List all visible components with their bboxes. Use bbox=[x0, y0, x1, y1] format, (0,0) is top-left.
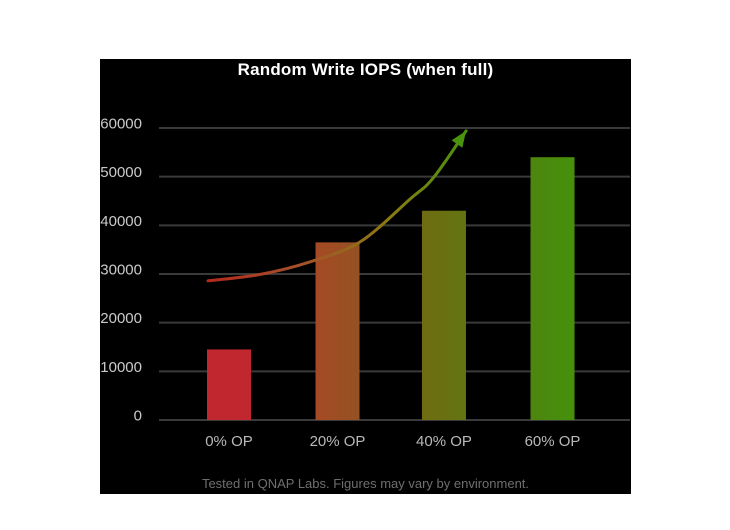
y-axis-label: 40000 bbox=[100, 213, 142, 230]
bar-0-op bbox=[206, 349, 251, 420]
bar-40-op bbox=[421, 210, 466, 420]
plot-area: 0 10000 20000 30000 40000 50000 60000 0% OP 20% … bbox=[100, 116, 630, 450]
y-axis-label: 60000 bbox=[100, 116, 142, 133]
x-axis-label: 40% OP bbox=[416, 433, 472, 450]
footnote: Tested in QNAP Labs. Figures may vary by… bbox=[201, 476, 530, 491]
bar-60-op bbox=[530, 157, 575, 420]
x-axis-label: 20% OP bbox=[310, 433, 366, 450]
trend-arrowhead-icon bbox=[451, 130, 467, 148]
trend-curve bbox=[206, 129, 468, 283]
chart-panel: Random Write IOPS (when full) 0 10000 2000… bbox=[100, 59, 631, 494]
x-axis-label: 60% OP bbox=[525, 433, 581, 450]
chart-title: Random Write IOPS (when full) bbox=[237, 60, 494, 79]
y-axis-label: 50000 bbox=[100, 164, 142, 181]
y-axis-label: 30000 bbox=[100, 262, 142, 279]
y-axis-label: 10000 bbox=[100, 359, 142, 376]
y-axis-label: 0 bbox=[134, 408, 142, 425]
bar-20-op bbox=[315, 242, 360, 420]
x-axis-label: 0% OP bbox=[205, 433, 253, 450]
y-axis-label: 20000 bbox=[100, 310, 142, 327]
